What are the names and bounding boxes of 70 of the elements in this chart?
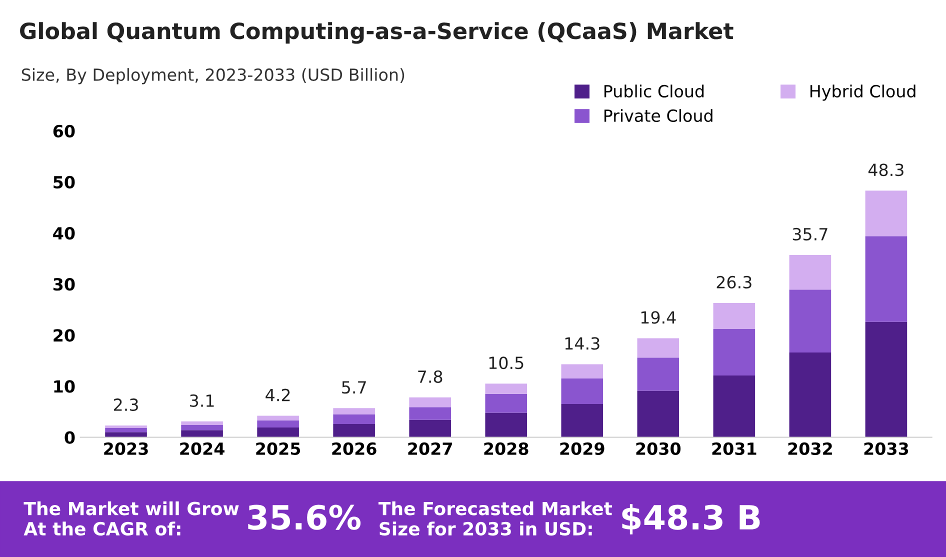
bar [789, 290, 832, 352]
bar [485, 384, 528, 394]
y-tick-label: 50 [54, 176, 75, 189]
total-label: 35.7 [792, 228, 828, 241]
total-label: 3.1 [190, 394, 214, 407]
bar [865, 190, 908, 236]
bar [485, 394, 528, 413]
x-tick-label: 2032 [788, 442, 832, 456]
bar [333, 414, 375, 424]
legend-label: Public Cloud [604, 84, 704, 98]
y-tick-label: 10 [54, 380, 75, 393]
chart-subtitle: Size, By Deployment, 2023-2033 (USD Billion) [22, 68, 404, 84]
bar [409, 397, 451, 408]
bar [865, 236, 908, 322]
text: The Market will Grow At the CAGR of: [24, 501, 239, 536]
bar [561, 364, 604, 379]
bar [181, 424, 223, 430]
y-tick-label: 30 [53, 278, 75, 291]
bar [409, 420, 451, 438]
text: The Forecasted Market Size for 2033 in USD: [378, 501, 612, 536]
y-tick-label: 60 [53, 124, 75, 138]
total-label: 10.5 [489, 356, 524, 370]
bar [713, 375, 756, 438]
bar [257, 428, 299, 438]
total-label: 19.4 [641, 311, 676, 324]
total-label: 2.3 [114, 398, 138, 412]
legend-label: Hybrid Cloud [810, 84, 916, 101]
x-tick-label: 2031 [712, 442, 756, 456]
bar [181, 430, 223, 438]
bar [561, 378, 604, 404]
bar [637, 390, 680, 438]
bar [713, 329, 756, 376]
total-label: 26.3 [716, 276, 752, 288]
total-label: 7.8 [418, 370, 442, 383]
y-tick-label: 0 [64, 431, 75, 444]
legend-label: Private Cloud [604, 109, 712, 122]
total-label: 48.3 [868, 164, 904, 176]
bar [865, 322, 908, 438]
y-tick-label: 40 [53, 226, 75, 240]
text: $48.3 B [622, 504, 760, 534]
x-tick-label: 2024 [180, 442, 224, 456]
bar [637, 338, 680, 358]
bar [181, 421, 223, 425]
text: 35.6% [248, 504, 361, 530]
bar [333, 424, 375, 438]
x-tick-label: 2023 [104, 442, 148, 456]
total-label: 5.7 [342, 381, 366, 394]
x-tick-label: 2025 [256, 442, 300, 456]
bar [409, 407, 451, 420]
total-label: 14.3 [565, 337, 600, 350]
x-tick-label: 2027 [408, 442, 452, 456]
bar [257, 420, 299, 428]
bar [637, 358, 680, 391]
x-tick-label: 2030 [636, 442, 681, 456]
x-tick-label: 2033 [864, 442, 908, 456]
bar [257, 416, 299, 420]
bar [789, 254, 832, 290]
bar [485, 412, 528, 438]
bar [713, 302, 756, 329]
x-tick-label: 2028 [484, 442, 528, 456]
bar [561, 404, 604, 438]
y-tick-label: 20 [54, 329, 75, 342]
x-tick-label: 2029 [560, 442, 604, 456]
x-tick-label: 2026 [332, 442, 376, 456]
bar [105, 426, 147, 428]
bar [105, 428, 147, 432]
total-label: 4.2 [266, 388, 290, 402]
chart-title: Global Quantum Computing-as-a-Service (QCaaS) Market [20, 22, 734, 44]
bar [333, 408, 375, 414]
bar [789, 352, 832, 438]
